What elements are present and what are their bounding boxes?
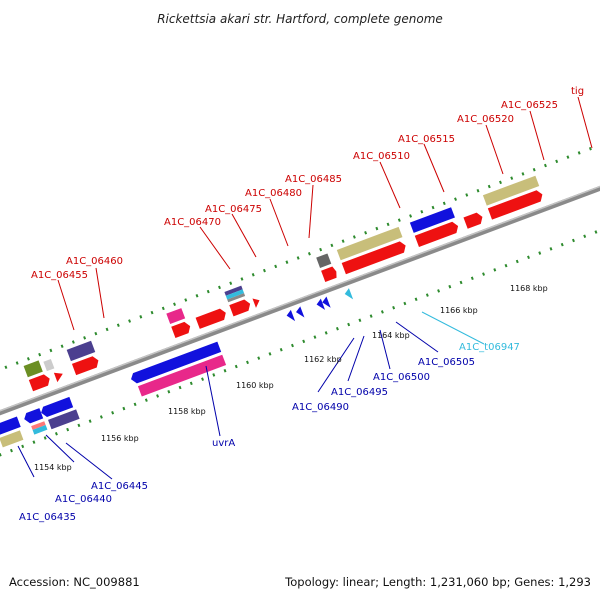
gene-06430-box[interactable] bbox=[0, 430, 24, 448]
label-A1C_06455[interactable]: A1C_06455 bbox=[31, 270, 88, 281]
label-A1C_06495[interactable]: A1C_06495 bbox=[331, 387, 388, 398]
gene-06515-box[interactable] bbox=[336, 226, 403, 261]
gene-06480-box-a[interactable] bbox=[224, 285, 243, 296]
gene-06475-arrow[interactable] bbox=[195, 307, 228, 329]
gene-06485-arrow[interactable] bbox=[252, 296, 261, 308]
label-A1C_06440[interactable]: A1C_06440 bbox=[55, 494, 112, 505]
label-A1C_06485[interactable]: A1C_06485 bbox=[285, 174, 342, 185]
gene-06455-box[interactable] bbox=[23, 360, 43, 378]
tick-1156: 1156 kbp bbox=[101, 434, 139, 443]
gene-uvrA-arrow[interactable] bbox=[129, 341, 222, 385]
label-A1C_06435[interactable]: A1C_06435 bbox=[19, 512, 76, 523]
label-A1C_06445[interactable]: A1C_06445 bbox=[91, 481, 148, 492]
reverse-genes bbox=[0, 288, 354, 448]
gene-06500-arrow[interactable] bbox=[315, 298, 326, 312]
gene-t06947-arrow[interactable] bbox=[343, 288, 354, 301]
label-A1C_06470[interactable]: A1C_06470 bbox=[164, 217, 221, 228]
genome-track bbox=[0, 135, 600, 465]
gene-06480-box-c[interactable] bbox=[227, 293, 246, 303]
tick-1158: 1158 kbp bbox=[168, 407, 206, 416]
label-A1C_06525[interactable]: A1C_06525 bbox=[501, 100, 558, 111]
gene-06460-arrow[interactable] bbox=[53, 370, 65, 383]
reverse-gene-labels: A1C_06435 A1C_06440 A1C_06445 uvrA A1C_0… bbox=[19, 342, 520, 523]
gene-06480-box-b[interactable] bbox=[225, 289, 245, 300]
kbp-ticks: 1154 kbp 1156 kbp 1158 kbp 1160 kbp 1162… bbox=[34, 284, 548, 472]
label-A1C_06460[interactable]: A1C_06460 bbox=[66, 256, 123, 267]
gene-06470-box[interactable] bbox=[166, 308, 186, 324]
gene-06525-arrow[interactable] bbox=[463, 211, 484, 229]
gene-06430-arrow[interactable] bbox=[0, 416, 21, 437]
tick-1168: 1168 kbp bbox=[510, 284, 548, 293]
gene-06495-arrow[interactable] bbox=[295, 306, 305, 319]
gene-06440-box[interactable] bbox=[48, 409, 80, 430]
gene-06510-box[interactable] bbox=[316, 253, 332, 268]
gene-uvrA-box[interactable] bbox=[137, 354, 227, 397]
gene-06470-arrow[interactable] bbox=[171, 320, 192, 339]
gene-06490-arrow[interactable] bbox=[285, 309, 296, 323]
gene-06505-arrow[interactable] bbox=[321, 296, 331, 310]
label-A1C_06515[interactable]: A1C_06515 bbox=[398, 134, 455, 145]
gene-06465-box[interactable] bbox=[66, 340, 96, 362]
label-A1C_06510[interactable]: A1C_06510 bbox=[353, 151, 410, 162]
label-uvrA[interactable]: uvrA bbox=[212, 438, 235, 449]
gene-06510-arrow[interactable] bbox=[321, 266, 338, 283]
lower-guide-dots bbox=[0, 209, 600, 465]
gene-06465-arrow[interactable] bbox=[71, 355, 101, 376]
gene-tig-arrow[interactable] bbox=[487, 189, 545, 220]
map-title: Rickettsia akari str. Hartford, complete… bbox=[157, 12, 443, 26]
gene-06520-box[interactable] bbox=[409, 207, 455, 233]
forward-genes bbox=[23, 175, 545, 392]
genome-summary-text: Topology: linear; Length: 1,231,060 bp; … bbox=[284, 575, 591, 589]
tick-1154: 1154 kbp bbox=[34, 463, 72, 472]
gene-06520-arrow[interactable] bbox=[414, 220, 460, 247]
label-A1C_06505[interactable]: A1C_06505 bbox=[418, 357, 475, 368]
gene-06440-arrow[interactable] bbox=[39, 396, 74, 419]
gene-tig-box[interactable] bbox=[482, 175, 540, 206]
accession-text: Accession: NC_009881 bbox=[9, 575, 140, 589]
label-A1C_t06947[interactable]: A1C_t06947 bbox=[459, 342, 520, 353]
label-A1C_06480[interactable]: A1C_06480 bbox=[245, 188, 302, 199]
backbone bbox=[0, 172, 600, 429]
label-tig[interactable]: tig bbox=[571, 86, 584, 97]
tick-1166: 1166 kbp bbox=[440, 306, 478, 315]
tick-1160: 1160 kbp bbox=[236, 381, 274, 390]
label-A1C_06500[interactable]: A1C_06500 bbox=[373, 372, 430, 383]
label-A1C_06490[interactable]: A1C_06490 bbox=[292, 402, 349, 413]
forward-gene-labels: A1C_06455 A1C_06460 A1C_06470 A1C_06475 … bbox=[31, 86, 584, 281]
gene-06455-arrow[interactable] bbox=[28, 373, 52, 392]
upper-guide-dots bbox=[0, 135, 600, 391]
gene-06435-arrow[interactable] bbox=[23, 408, 44, 425]
callout-lines bbox=[17, 96, 593, 480]
gene-06435-box-a[interactable] bbox=[31, 421, 46, 430]
gene-06515-arrow[interactable] bbox=[341, 240, 408, 275]
gene-06435-box-b[interactable] bbox=[32, 424, 48, 435]
tick-1164: 1164 kbp bbox=[372, 331, 410, 340]
backbone-highlight bbox=[0, 172, 600, 426]
label-A1C_06520[interactable]: A1C_06520 bbox=[457, 114, 514, 125]
tick-1162: 1162 kbp bbox=[304, 355, 342, 364]
label-A1C_06475[interactable]: A1C_06475 bbox=[205, 204, 262, 215]
gene-06480-arrow[interactable] bbox=[229, 298, 252, 317]
gene-06460-box[interactable] bbox=[43, 358, 55, 372]
